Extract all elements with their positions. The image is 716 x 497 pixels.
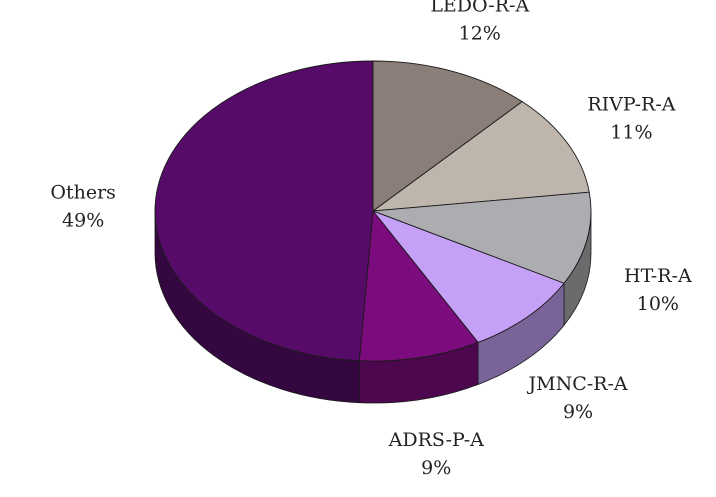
slice-percent: 9% — [421, 457, 451, 479]
pie-slice-others — [154, 60, 374, 362]
slice-name: LEDO-R-A — [430, 0, 529, 17]
slice-name: JMNC-R-A — [527, 373, 628, 395]
pie-slice-ht-r-a — [372, 191, 592, 284]
pie-slice-rivp-r-a — [372, 101, 590, 212]
slice-name: RIVP-R-A — [587, 94, 675, 116]
slice-percent: 9% — [563, 401, 593, 423]
slice-percent: 12% — [459, 23, 501, 45]
slice-name: HT-R-A — [624, 265, 692, 287]
slice-percent: 11% — [610, 122, 652, 144]
pie-slice-ledo-r-a — [372, 60, 523, 212]
pie-label-adrs-p-a: ADRS-P-A 9% — [388, 429, 485, 479]
slice-name: ADRS-P-A — [388, 429, 485, 451]
pie-slice-jmnc-r-a — [372, 210, 565, 343]
pie-label-jmnc-r-a: JMNC-R-A 9% — [527, 373, 628, 423]
pie-label-others: Others 49% — [50, 181, 116, 231]
pie-label-rivp-r-a: RIVP-R-A 11% — [587, 94, 675, 144]
slice-percent: 10% — [637, 293, 679, 315]
slice-name: Others — [50, 181, 116, 203]
pie-slice-adrs-p-a — [358, 210, 479, 362]
slice-percent: 49% — [62, 209, 104, 231]
pie-label-ledo-r-a: LEDO-R-A 12% — [430, 0, 529, 45]
pie-labels: LEDO-R-A 12% RIVP-R-A 11% HT-R-A 10% JMNC-R-A 9… — [50, 0, 692, 479]
pie-slices — [154, 60, 592, 362]
pie-label-ht-r-a: HT-R-A 10% — [624, 265, 692, 315]
